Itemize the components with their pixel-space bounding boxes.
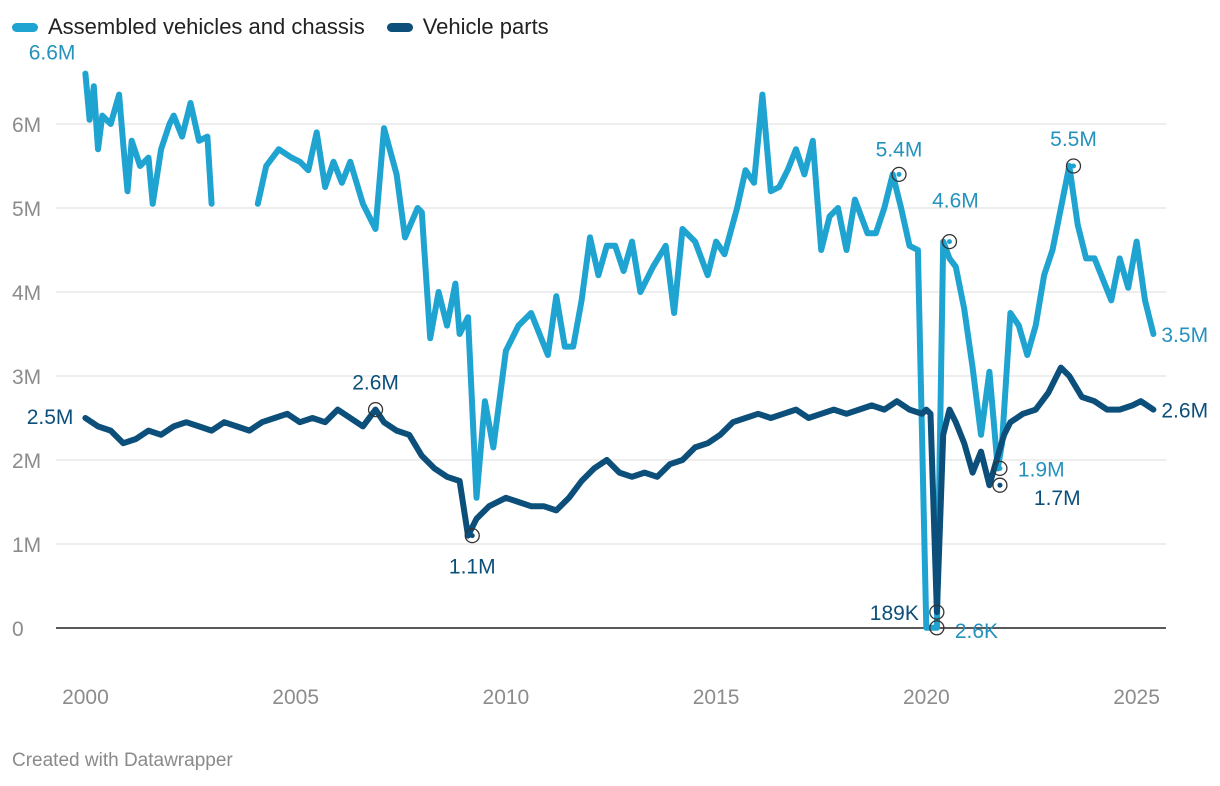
annotation-layer: 6.6M 5.4M 4.6M 5.5M 3.5M 1.9M 2.6K 2.5M 2.6M 1.1M… xyxy=(27,42,1208,643)
data-label: 2.6M xyxy=(352,372,399,395)
legend-swatch-dark-blue xyxy=(386,22,413,32)
annotation-marker xyxy=(992,477,1008,493)
annotation-marker xyxy=(929,620,945,636)
y-tick-label: 5M xyxy=(12,198,41,221)
annotation-marker-dot xyxy=(1071,163,1076,169)
y-tick-label: 2M xyxy=(12,450,41,473)
data-label: 1.9M xyxy=(1018,458,1065,481)
axis-layer: 0 1M 2M 3M 4M 5M 6M 2000 2005 2010 2015 2020 2025 xyxy=(12,114,1166,709)
annotation-marker xyxy=(929,604,945,620)
data-label: 3.5M xyxy=(1161,324,1208,347)
data-label: 2.5M xyxy=(27,406,74,429)
data-label: 4.6M xyxy=(932,190,979,213)
legend-label-vehicle-parts: Vehicle parts xyxy=(422,14,549,39)
legend-item-assembled-vehicles[interactable]: Assembled vehicles and chassis xyxy=(12,14,365,40)
annotation-marker xyxy=(992,460,1008,477)
line-chart: 0 1M 2M 3M 4M 5M 6M 2000 2005 2010 2015 2020 2025 6.… xyxy=(12,42,1208,709)
legend-swatch-light-blue xyxy=(12,22,38,32)
series-line-vehicle-parts xyxy=(82,364,1157,616)
x-tick-label: 2000 xyxy=(62,686,109,709)
legend-item-vehicle-parts[interactable]: Vehicle parts xyxy=(386,14,549,40)
series-layer xyxy=(82,70,1157,631)
annotation-marker-dot xyxy=(373,407,379,413)
annotation-marker-dot xyxy=(946,239,952,245)
x-tick-label: 2005 xyxy=(272,686,319,709)
data-label: 5.4M xyxy=(876,138,923,161)
y-tick-label: 3M xyxy=(12,366,41,389)
annotation-marker-dot xyxy=(997,465,1003,471)
annotation-marker-dot xyxy=(934,625,940,631)
data-label: 1.7M xyxy=(1034,487,1081,510)
y-tick-label: 1M xyxy=(12,534,41,557)
credit-text: Created with Datawrapper xyxy=(12,750,233,771)
annotation-marker xyxy=(941,233,958,250)
data-label: 2.6K xyxy=(955,620,998,643)
annotation-marker xyxy=(367,401,384,418)
annotation-marker-dot xyxy=(469,533,475,539)
data-label: 6.6M xyxy=(29,42,76,65)
annotation-marker-dot xyxy=(896,171,902,177)
annotation-marker-dot xyxy=(997,482,1003,488)
x-tick-label: 2015 xyxy=(693,686,740,709)
annotation-marker xyxy=(464,527,480,544)
y-tick-label: 4M xyxy=(12,282,41,305)
annotation-marker-dot xyxy=(934,609,940,615)
y-tick-label: 0 xyxy=(12,618,24,641)
legend-label-assembled-vehicles: Assembled vehicles and chassis xyxy=(48,14,365,39)
data-label: 5.5M xyxy=(1050,128,1097,151)
data-label: 2.6M xyxy=(1161,400,1208,423)
data-label: 1.1M xyxy=(449,556,496,579)
x-tick-label: 2025 xyxy=(1113,686,1160,709)
annotation-marker xyxy=(891,166,907,183)
data-label: 189K xyxy=(870,602,919,625)
legend: Assembled vehicles and chassis Vehicle p… xyxy=(12,14,549,40)
x-tick-label: 2020 xyxy=(903,686,950,709)
grid-layer xyxy=(56,123,1166,545)
series-line-assembled-vehicles xyxy=(82,70,1157,631)
x-tick-label: 2010 xyxy=(483,686,530,709)
annotation-marker xyxy=(1065,158,1082,174)
y-tick-label: 6M xyxy=(12,114,41,137)
